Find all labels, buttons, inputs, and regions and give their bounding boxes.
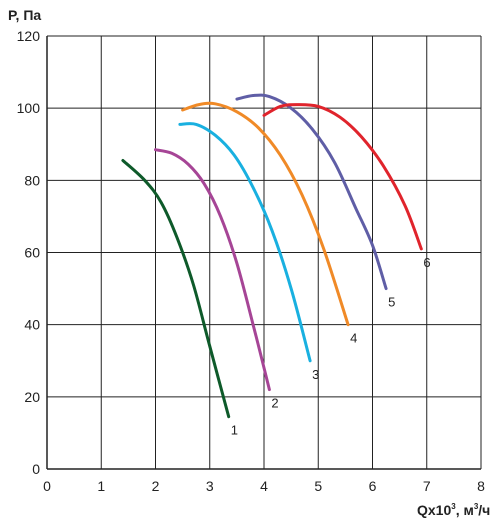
series-curve-5 bbox=[235, 93, 388, 291]
series-curve-1 bbox=[121, 159, 231, 419]
series-curve-4 bbox=[181, 101, 350, 327]
series-label-3: 3 bbox=[312, 367, 319, 382]
series-label-5: 5 bbox=[388, 295, 395, 310]
y-tick-label-100: 100 bbox=[17, 100, 41, 116]
y-tick-label-40: 40 bbox=[24, 317, 40, 333]
x-tick-label-5: 5 bbox=[314, 478, 322, 494]
x-tick-label-2: 2 bbox=[152, 478, 160, 494]
series-curve-2 bbox=[154, 148, 271, 392]
axes bbox=[46, 36, 481, 470]
y-tick-labels: 0 20 40 60 80 100 120 bbox=[17, 28, 41, 477]
y-tick-label-0: 0 bbox=[32, 461, 40, 477]
series-label-6: 6 bbox=[423, 255, 430, 270]
x-tick-label-3: 3 bbox=[206, 478, 214, 494]
y-axis-title: P, Па bbox=[8, 7, 41, 23]
grid bbox=[47, 35, 482, 469]
x-axis-title-base: Qx10 bbox=[417, 502, 451, 518]
x-tick-label-1: 1 bbox=[97, 478, 105, 494]
x-tick-label-8: 8 bbox=[477, 478, 485, 494]
x-tick-label-7: 7 bbox=[423, 478, 431, 494]
x-tick-label-4: 4 bbox=[260, 478, 268, 494]
x-tick-labels: 0 1 2 3 4 5 6 7 8 bbox=[43, 478, 485, 494]
x-axis-title-units: , м bbox=[456, 502, 474, 518]
x-tick-label-6: 6 bbox=[369, 478, 377, 494]
x-tick-label-0: 0 bbox=[43, 478, 51, 494]
series-labels: 1 2 3 4 5 6 bbox=[231, 255, 431, 438]
series-curve-6 bbox=[262, 103, 423, 251]
y-tick-label-120: 120 bbox=[17, 28, 41, 44]
x-axis-title-tail: /ч bbox=[478, 502, 490, 518]
series-label-2: 2 bbox=[271, 396, 278, 411]
x-axis-title: Qx103, м3/ч bbox=[417, 502, 490, 518]
series-curves bbox=[121, 93, 423, 419]
y-tick-label-60: 60 bbox=[24, 245, 40, 261]
x-axis-title-units-exp: 3 bbox=[474, 502, 479, 511]
series-label-4: 4 bbox=[350, 331, 357, 346]
y-tick-label-80: 80 bbox=[24, 172, 40, 188]
series-curve-3 bbox=[178, 122, 312, 363]
y-tick-label-20: 20 bbox=[24, 389, 40, 405]
x-axis-title-exp: 3 bbox=[451, 502, 456, 511]
series-label-1: 1 bbox=[231, 423, 238, 438]
